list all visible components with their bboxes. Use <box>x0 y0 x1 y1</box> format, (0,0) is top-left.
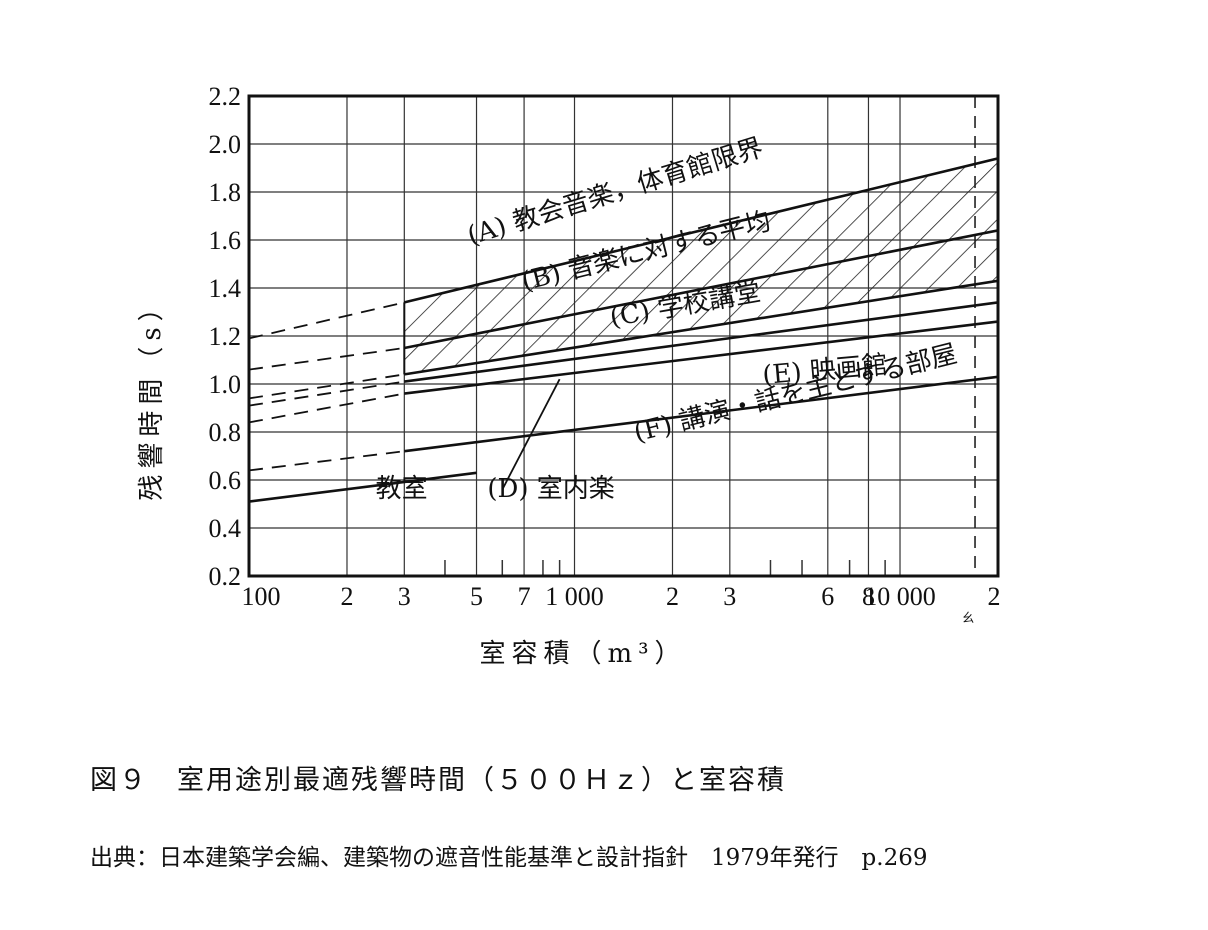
x-tick-label: 7 <box>518 582 531 611</box>
plot-frame <box>247 94 1000 578</box>
tick-labels: 0.2 0.4 0.6 0.8 1.0 1.2 1.4 1.6 1.8 2.0 2.2 100 2 3 5 7… <box>209 82 1001 611</box>
y-tick-label: 1.6 <box>209 226 242 255</box>
minor-marker: ㄠ <box>961 610 974 625</box>
x-tick-label: 2 <box>340 582 353 611</box>
series-line <box>403 157 998 304</box>
series-label: 教室 <box>376 474 428 504</box>
leader-line-d <box>501 378 561 491</box>
y-tick-label: 0.6 <box>209 466 242 495</box>
figure-source: 出典：日本建築学会編、建築物の遮音性能基準と設計指針 1979年発行 p.269 <box>90 845 928 871</box>
y-tick-label: 1.2 <box>209 322 242 351</box>
plot-border <box>247 94 1000 578</box>
series-line <box>404 301 998 383</box>
y-tick-label: 2.0 <box>209 130 242 159</box>
x-tick-label: 3 <box>398 582 411 611</box>
x-axis-title: 室容積（m³） <box>479 639 686 669</box>
series-extension-dashed <box>249 347 405 371</box>
y-tick-label: 0.8 <box>209 418 242 447</box>
series-line <box>249 471 477 503</box>
series-label: (D) 室内楽 <box>487 474 614 504</box>
y-axis-title: 残響時間（s） <box>137 289 167 500</box>
figure-caption: 図９ 室用途別最適残響時間（５００Ｈｚ）と室容積 <box>90 765 786 796</box>
y-tick-label: 1.0 <box>209 370 242 399</box>
y-tick-label: 1.8 <box>209 178 242 207</box>
x-tick-label: 10 000 <box>864 582 936 611</box>
x-tick-label: 6 <box>821 582 834 611</box>
x-tick-label: 2 <box>666 582 679 611</box>
x-tick-label: 100 <box>242 582 281 611</box>
series-extension-dashed <box>249 450 405 472</box>
series-line <box>404 229 998 350</box>
hatched-band <box>404 158 998 348</box>
x-tick-label: 5 <box>470 582 483 611</box>
series-lines <box>249 157 998 503</box>
x-tick-label: 1 000 <box>545 582 604 611</box>
x-tick-label: 8 <box>862 582 875 611</box>
series-extension-dashed <box>249 392 405 424</box>
x-tick-label: 3 <box>723 582 736 611</box>
y-tick-label: 1.4 <box>209 274 242 303</box>
y-tick-label: 0.2 <box>209 562 242 591</box>
hatched-band <box>404 230 998 375</box>
series-line <box>404 279 998 376</box>
series-extension-dashed <box>249 373 405 400</box>
x-tick-label: 2 <box>988 582 1001 611</box>
y-tick-label: 0.4 <box>209 514 242 543</box>
hatched-bands <box>403 158 998 375</box>
series-line <box>404 375 998 453</box>
y-tick-label: 2.2 <box>209 82 242 111</box>
series-extension-dashed <box>249 380 405 407</box>
series-line <box>404 320 998 395</box>
series-extension-dashed <box>249 301 405 340</box>
